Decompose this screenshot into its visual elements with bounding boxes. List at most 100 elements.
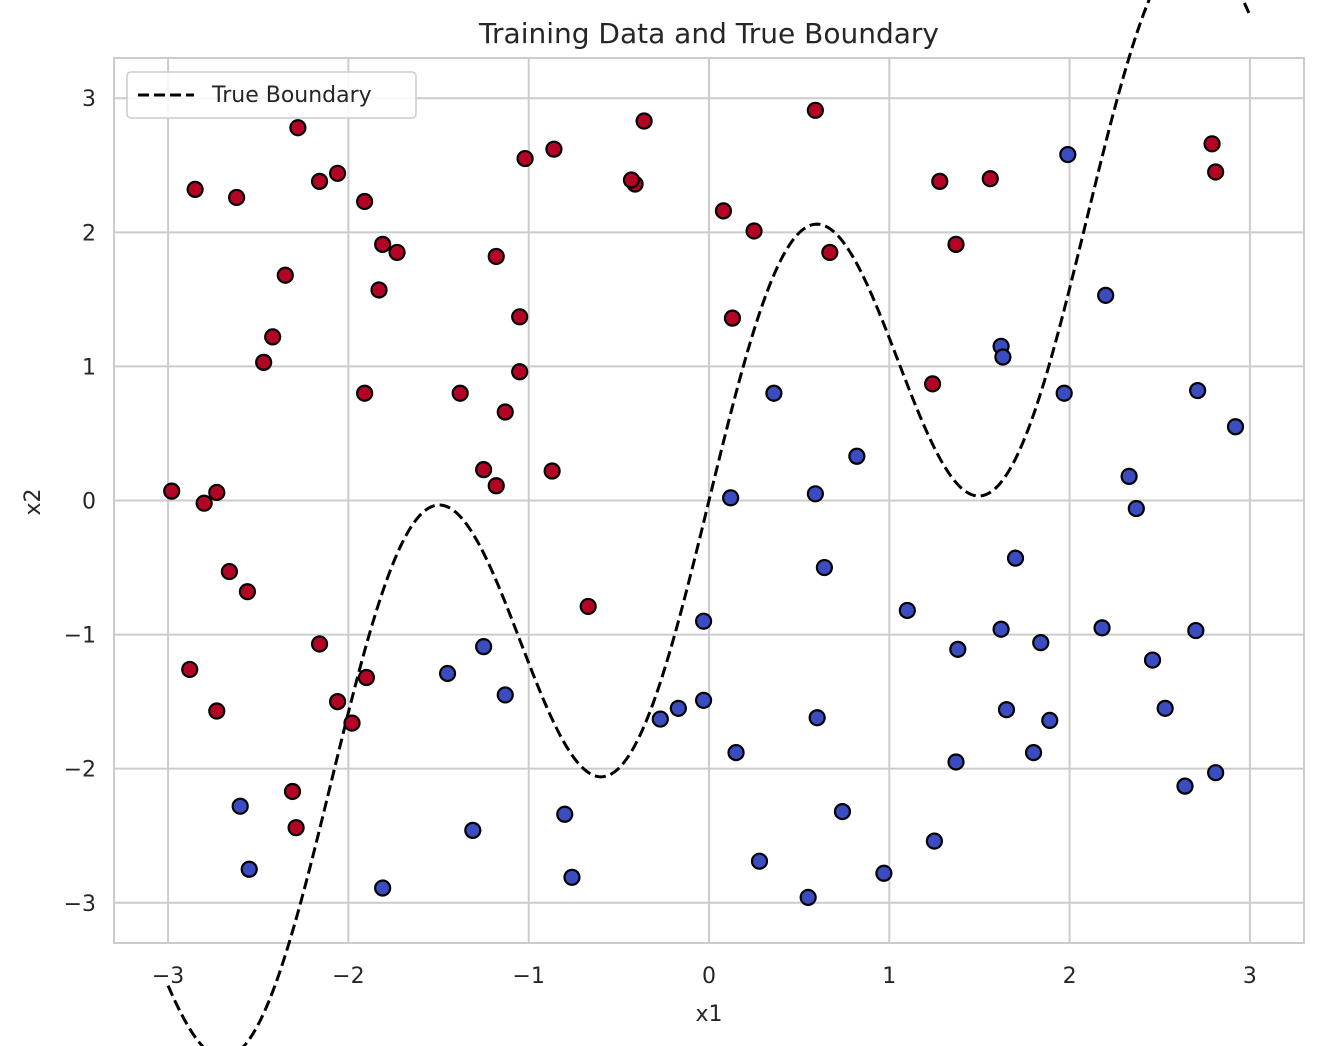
- x-tick-label: −3: [152, 964, 184, 989]
- data-point-red: [388, 243, 406, 262]
- data-point-red: [374, 235, 392, 253]
- chart-title: Training Data and True Boundary: [478, 17, 939, 50]
- x-axis-label: x1: [695, 1002, 722, 1027]
- data-point-red: [511, 308, 529, 326]
- data-point-blue: [925, 832, 943, 850]
- y-tick-label: −3: [64, 892, 96, 917]
- data-point-red: [195, 494, 213, 512]
- data-point-red: [451, 384, 469, 402]
- boundary-layer: [166, 0, 1252, 1046]
- data-point-red: [714, 202, 733, 220]
- y-tick-label: 3: [82, 87, 96, 112]
- data-point-red: [310, 172, 329, 190]
- data-point-red: [511, 363, 529, 381]
- data-point-blue: [1093, 619, 1111, 637]
- data-point-blue: [1207, 764, 1225, 782]
- data-point-blue: [727, 743, 745, 762]
- data-point-red: [821, 243, 839, 262]
- data-point-red: [357, 668, 376, 687]
- data-point-red: [622, 171, 641, 189]
- y-tick-label: 2: [82, 221, 96, 246]
- data-point-blue: [496, 686, 514, 704]
- data-point-red: [186, 180, 204, 199]
- x-tick-label: 3: [1243, 964, 1257, 989]
- data-point-blue: [1143, 651, 1162, 669]
- legend: True Boundary: [126, 71, 417, 119]
- data-point-red: [947, 235, 965, 253]
- data-point-blue: [799, 888, 817, 907]
- data-point-blue: [694, 691, 713, 709]
- data-point-red: [806, 101, 824, 119]
- x-tick-label: −1: [512, 964, 544, 989]
- data-point-red: [163, 482, 181, 500]
- data-point-red: [264, 328, 282, 346]
- data-point-blue: [1055, 384, 1073, 402]
- data-point-blue: [464, 821, 482, 839]
- data-point-red: [208, 483, 226, 502]
- x-tick-labels: −3 −2 −1 0 1 2 3: [152, 964, 1257, 989]
- y-tick-label: 0: [82, 490, 96, 515]
- data-point-blue: [750, 852, 769, 870]
- data-point-blue: [875, 864, 893, 882]
- points-layer: [163, 101, 1245, 907]
- data-point-blue: [1120, 467, 1138, 485]
- data-point-blue: [1024, 743, 1043, 762]
- data-point-red: [931, 172, 949, 190]
- y-tick-labels: −3 −2 −1 0 1 2 3: [64, 87, 96, 917]
- data-point-red: [220, 562, 238, 581]
- y-tick-label: −1: [64, 624, 96, 649]
- data-point-blue: [1176, 777, 1194, 795]
- data-point-red: [579, 597, 597, 616]
- data-point-blue: [808, 709, 826, 727]
- data-point-blue: [563, 868, 581, 886]
- data-point-red: [496, 403, 514, 421]
- data-point-red: [723, 309, 742, 327]
- x-tick-label: 0: [702, 964, 716, 989]
- data-point-red: [487, 477, 505, 495]
- data-point-blue: [722, 489, 740, 507]
- data-point-red: [635, 112, 653, 130]
- data-point-blue: [556, 805, 574, 823]
- data-point-red: [981, 170, 999, 188]
- data-point-red: [208, 702, 226, 720]
- data-point-blue: [1032, 634, 1050, 652]
- data-point-red: [228, 188, 246, 207]
- data-point-blue: [694, 612, 713, 630]
- data-point-blue: [806, 485, 824, 503]
- data-point-red: [181, 660, 199, 679]
- data-point-blue: [240, 860, 258, 878]
- data-point-blue: [833, 802, 852, 821]
- y-tick-label: −2: [64, 758, 96, 783]
- legend-box: [126, 71, 417, 119]
- data-point-red: [287, 819, 305, 837]
- data-point-red: [543, 462, 561, 480]
- plot-frame: [113, 57, 1305, 944]
- data-point-blue: [815, 558, 833, 577]
- data-point-blue: [669, 699, 687, 717]
- data-point-blue: [231, 797, 249, 815]
- data-point-red: [283, 782, 302, 801]
- data-point-blue: [1006, 549, 1025, 567]
- data-point-blue: [1041, 711, 1059, 730]
- y-tick-label: 1: [82, 355, 96, 380]
- data-point-blue: [947, 753, 965, 771]
- y-axis-label: x2: [21, 488, 46, 515]
- data-point-blue: [438, 664, 457, 683]
- data-point-red: [276, 266, 294, 284]
- data-point-blue: [949, 640, 967, 658]
- data-point-blue: [848, 447, 866, 465]
- data-point-red: [487, 247, 505, 266]
- data-point-red: [370, 281, 388, 299]
- data-point-red: [475, 461, 493, 479]
- x-tick-label: 2: [1063, 964, 1077, 989]
- data-point-red: [238, 583, 257, 601]
- data-point-red: [745, 222, 763, 240]
- data-point-blue: [1097, 286, 1115, 304]
- data-point-blue: [994, 348, 1012, 366]
- data-point-red: [255, 353, 273, 371]
- data-point-red: [356, 192, 374, 211]
- data-point-red: [923, 375, 942, 393]
- data-point-blue: [898, 601, 916, 620]
